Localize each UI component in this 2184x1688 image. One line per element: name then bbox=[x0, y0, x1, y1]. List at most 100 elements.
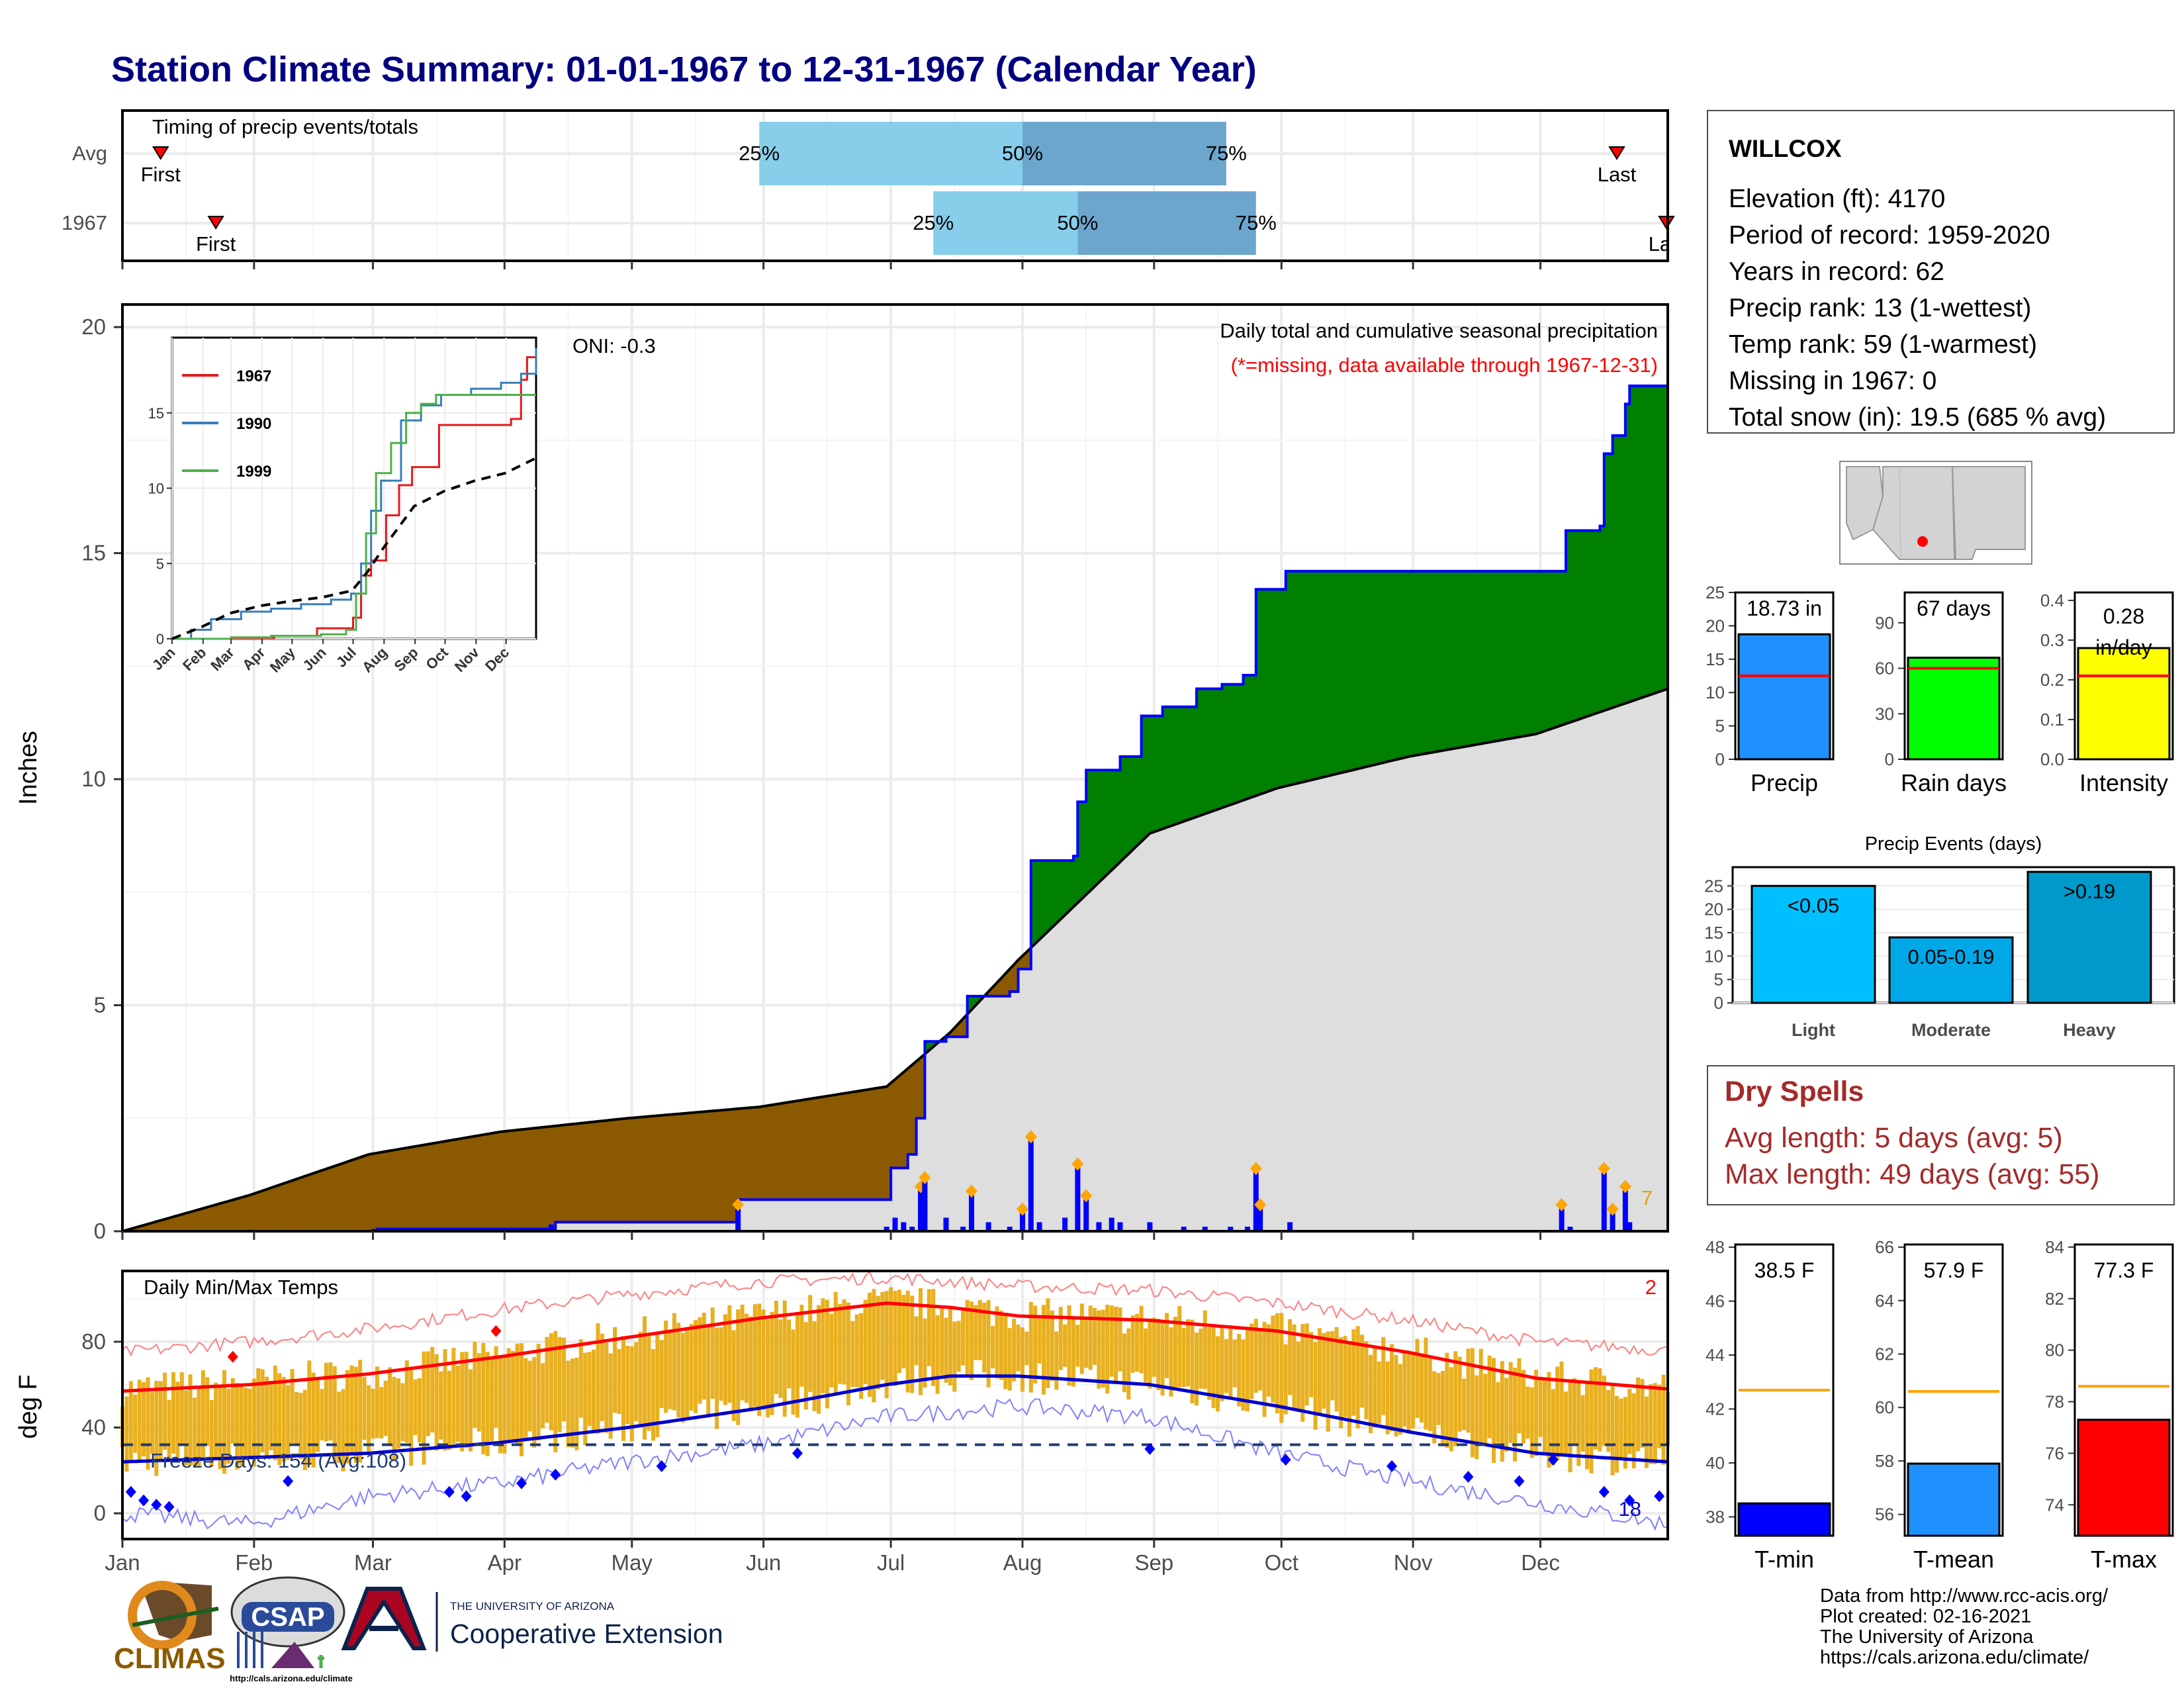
month-label-10: Nov bbox=[1394, 1550, 1433, 1575]
tmean-ytick-label-5: 66 bbox=[1875, 1237, 1894, 1257]
precip-ytick-label-1: 5 bbox=[94, 993, 106, 1017]
timing-first-label-1967: First bbox=[196, 232, 236, 256]
daily-precip-bar-30 bbox=[1287, 1222, 1293, 1231]
timing-quantile-label-1967-2: 75% bbox=[1236, 211, 1277, 234]
precip-events-bar-1 bbox=[1888, 936, 2014, 1004]
tmin-ytick-label-1: 40 bbox=[1706, 1453, 1725, 1473]
precip-ylabel: Inches bbox=[15, 731, 42, 805]
temp-panel: 0 40 80 Daily Min/Max Temps Freeze Days: 1… bbox=[15, 1270, 1670, 1540]
precip-events-ytick-label-1: 5 bbox=[1714, 970, 1723, 990]
precip-events-ytick-label-3: 15 bbox=[1704, 923, 1723, 943]
timing-bar-q25-q50-Avg bbox=[759, 122, 1023, 185]
record-high-marker-1 bbox=[490, 1325, 502, 1337]
tmin-ytick-label-2: 42 bbox=[1706, 1399, 1725, 1419]
freeze-marker-14 bbox=[1463, 1471, 1474, 1483]
precip-total-ytick-label-5: 25 bbox=[1706, 583, 1725, 602]
station-line-elevation: Elevation (ft): 4170 bbox=[1729, 185, 1945, 213]
daily-precip-bar-1 bbox=[548, 1224, 554, 1231]
record-max-line bbox=[122, 1270, 1668, 1357]
daily-precip-bar-25 bbox=[1202, 1227, 1208, 1231]
station-info-box: WILLCOX Elevation (ft): 4170 Period of r… bbox=[1707, 110, 2175, 434]
summary-chart-precip-events: 0 5 10 15 20 25 <0.05 Light 0.05-0.19 Moderate >0.… bbox=[1704, 833, 2175, 1040]
intensity-ytick-label-2: 0.2 bbox=[2040, 670, 2064, 690]
daily-precip-bar-2 bbox=[735, 1208, 741, 1231]
temp-ylabel: deg F bbox=[15, 1374, 42, 1438]
timing-bar-q50-q75-1967 bbox=[1077, 191, 1256, 255]
freeze-marker-12 bbox=[1280, 1454, 1291, 1466]
timing-quantile-label-Avg-0: 25% bbox=[739, 142, 780, 165]
tmin-ytick-label-0: 38 bbox=[1706, 1507, 1725, 1526]
timing-bar-q25-q50-1967 bbox=[933, 191, 1078, 255]
precip-total-bar bbox=[1737, 633, 1831, 761]
daily-precip-bar-9 bbox=[943, 1217, 949, 1231]
temp-ytick-label-0: 0 bbox=[94, 1501, 106, 1525]
precip-events-ytick-label-2: 10 bbox=[1704, 946, 1723, 966]
timing-quantile-label-1967-0: 25% bbox=[913, 211, 954, 234]
month-label-8: Sep bbox=[1134, 1550, 1173, 1575]
footer-credits: Data from http://www.rcc-acis.org/ Plot … bbox=[1820, 1585, 2109, 1668]
daily-precip-bar-21 bbox=[1109, 1217, 1115, 1231]
rain-days-ytick-label-3: 90 bbox=[1875, 613, 1894, 633]
freeze-marker-17 bbox=[1598, 1485, 1610, 1498]
summary-chart-tmax: 74 76 78 80 82 84 77.3 F T-max bbox=[2045, 1237, 2174, 1573]
daily-precip-bar-32 bbox=[1567, 1227, 1573, 1231]
precip-events-bar-label-0: <0.05 bbox=[1788, 894, 1839, 917]
temp-ytick-label-1: 40 bbox=[81, 1415, 106, 1440]
precip-total-ytick-label-3: 15 bbox=[1706, 649, 1725, 669]
inset-legend: 1967 1990 1999 bbox=[182, 367, 271, 481]
month-label-9: Oct bbox=[1265, 1550, 1298, 1575]
freeze-marker-8 bbox=[550, 1468, 561, 1481]
daily-precip-bar-6 bbox=[909, 1227, 915, 1231]
daily-precip-bar-12 bbox=[985, 1222, 991, 1231]
intensity-ytick-label-1: 0.1 bbox=[2040, 710, 2064, 729]
temp-series bbox=[120, 1270, 1670, 1531]
daily-precip-bar-29 bbox=[1257, 1208, 1263, 1231]
csap-logo-text: CSAP bbox=[251, 1603, 324, 1632]
daily-precip-bar-4 bbox=[892, 1217, 898, 1231]
tmax-value-label: 77.3 F bbox=[2094, 1258, 2154, 1282]
month-label-0: Jan bbox=[105, 1550, 140, 1575]
precip-events-bar-label-1: 0.05-0.19 bbox=[1908, 945, 1995, 968]
daily-temp-range-bars bbox=[120, 1287, 1670, 1476]
daily-precip-marker-8 bbox=[919, 1170, 931, 1184]
record-high-marker-0 bbox=[227, 1350, 238, 1363]
tmin-ytick-label-4: 46 bbox=[1706, 1291, 1725, 1311]
daily-precip-bar-17 bbox=[1062, 1217, 1068, 1231]
inset-legend-label-1967: 1967 bbox=[236, 367, 271, 385]
freeze-marker-10 bbox=[792, 1447, 803, 1460]
month-axis: Jan Feb Mar Apr May Jun Jul Aug Sep Oct Nov Dec bbox=[105, 261, 1560, 1575]
station-line-snow: Total snow (in): 19.5 (685 % avg) bbox=[1729, 403, 2106, 432]
average-cumulative-line bbox=[122, 687, 1668, 1233]
freeze-marker-16 bbox=[1547, 1454, 1559, 1466]
station-line-temp-rank: Temp rank: 59 (1-warmest) bbox=[1729, 330, 2037, 359]
timing-quantile-label-Avg-2: 75% bbox=[1206, 142, 1247, 165]
rain-days-ytick-label-2: 60 bbox=[1875, 659, 1894, 679]
station-line-missing: Missing in 1967: 0 bbox=[1729, 367, 1936, 395]
timing-bars: 25% 50% 75% First 25% 50% 75% First Last Last bbox=[141, 122, 1675, 256]
record-low-count: 18 bbox=[1619, 1497, 1641, 1521]
precip-ytick-label-3: 15 bbox=[81, 541, 106, 565]
dry-spells-title: Dry Spells bbox=[1725, 1076, 1864, 1107]
summary-chart-tmin: 38 40 42 44 46 48 38.5 F T-min bbox=[1706, 1237, 1835, 1573]
summary-chart-precip-total: 0 5 10 15 20 25 18.73 in Precip bbox=[1706, 583, 1835, 796]
daily-precip-bar-15 bbox=[1028, 1141, 1034, 1231]
daily-precip-marker-19 bbox=[1080, 1189, 1093, 1203]
climas-logo-text: CLIMAS bbox=[114, 1642, 226, 1675]
intensity-ytick-label-0: 0.0 bbox=[2040, 749, 2064, 769]
footer-line-data: Data from http://www.rcc-acis.org/ bbox=[1820, 1585, 2109, 1607]
precip-areas bbox=[122, 384, 1669, 1233]
daily-precip-bar-3 bbox=[884, 1227, 889, 1231]
snow-days-count: 7 bbox=[1641, 1186, 1653, 1209]
inset-series-1999 bbox=[172, 394, 536, 640]
tmean-category-label: T-mean bbox=[1913, 1546, 1994, 1573]
daily-precip-marker-29 bbox=[1254, 1197, 1267, 1211]
ua-logo: THE UNIVERSITY OF ARIZONA Cooperative Ex… bbox=[341, 1587, 723, 1652]
daily-precip-bar-7 bbox=[917, 1190, 923, 1231]
station-line-period: Period of record: 1959-2020 bbox=[1729, 221, 2050, 250]
daily-precip-marker-28 bbox=[1250, 1162, 1262, 1176]
dry-spells-box: Dry Spells Avg length: 5 days (avg: 5) M… bbox=[1707, 1065, 2175, 1205]
tmean-ytick-label-4: 64 bbox=[1875, 1291, 1894, 1311]
footer-line-university: The University of Arizona bbox=[1820, 1626, 2034, 1648]
timing-panel: 25% 50% 75% First 25% 50% 75% First Last Last Tim… bbox=[62, 109, 1675, 262]
